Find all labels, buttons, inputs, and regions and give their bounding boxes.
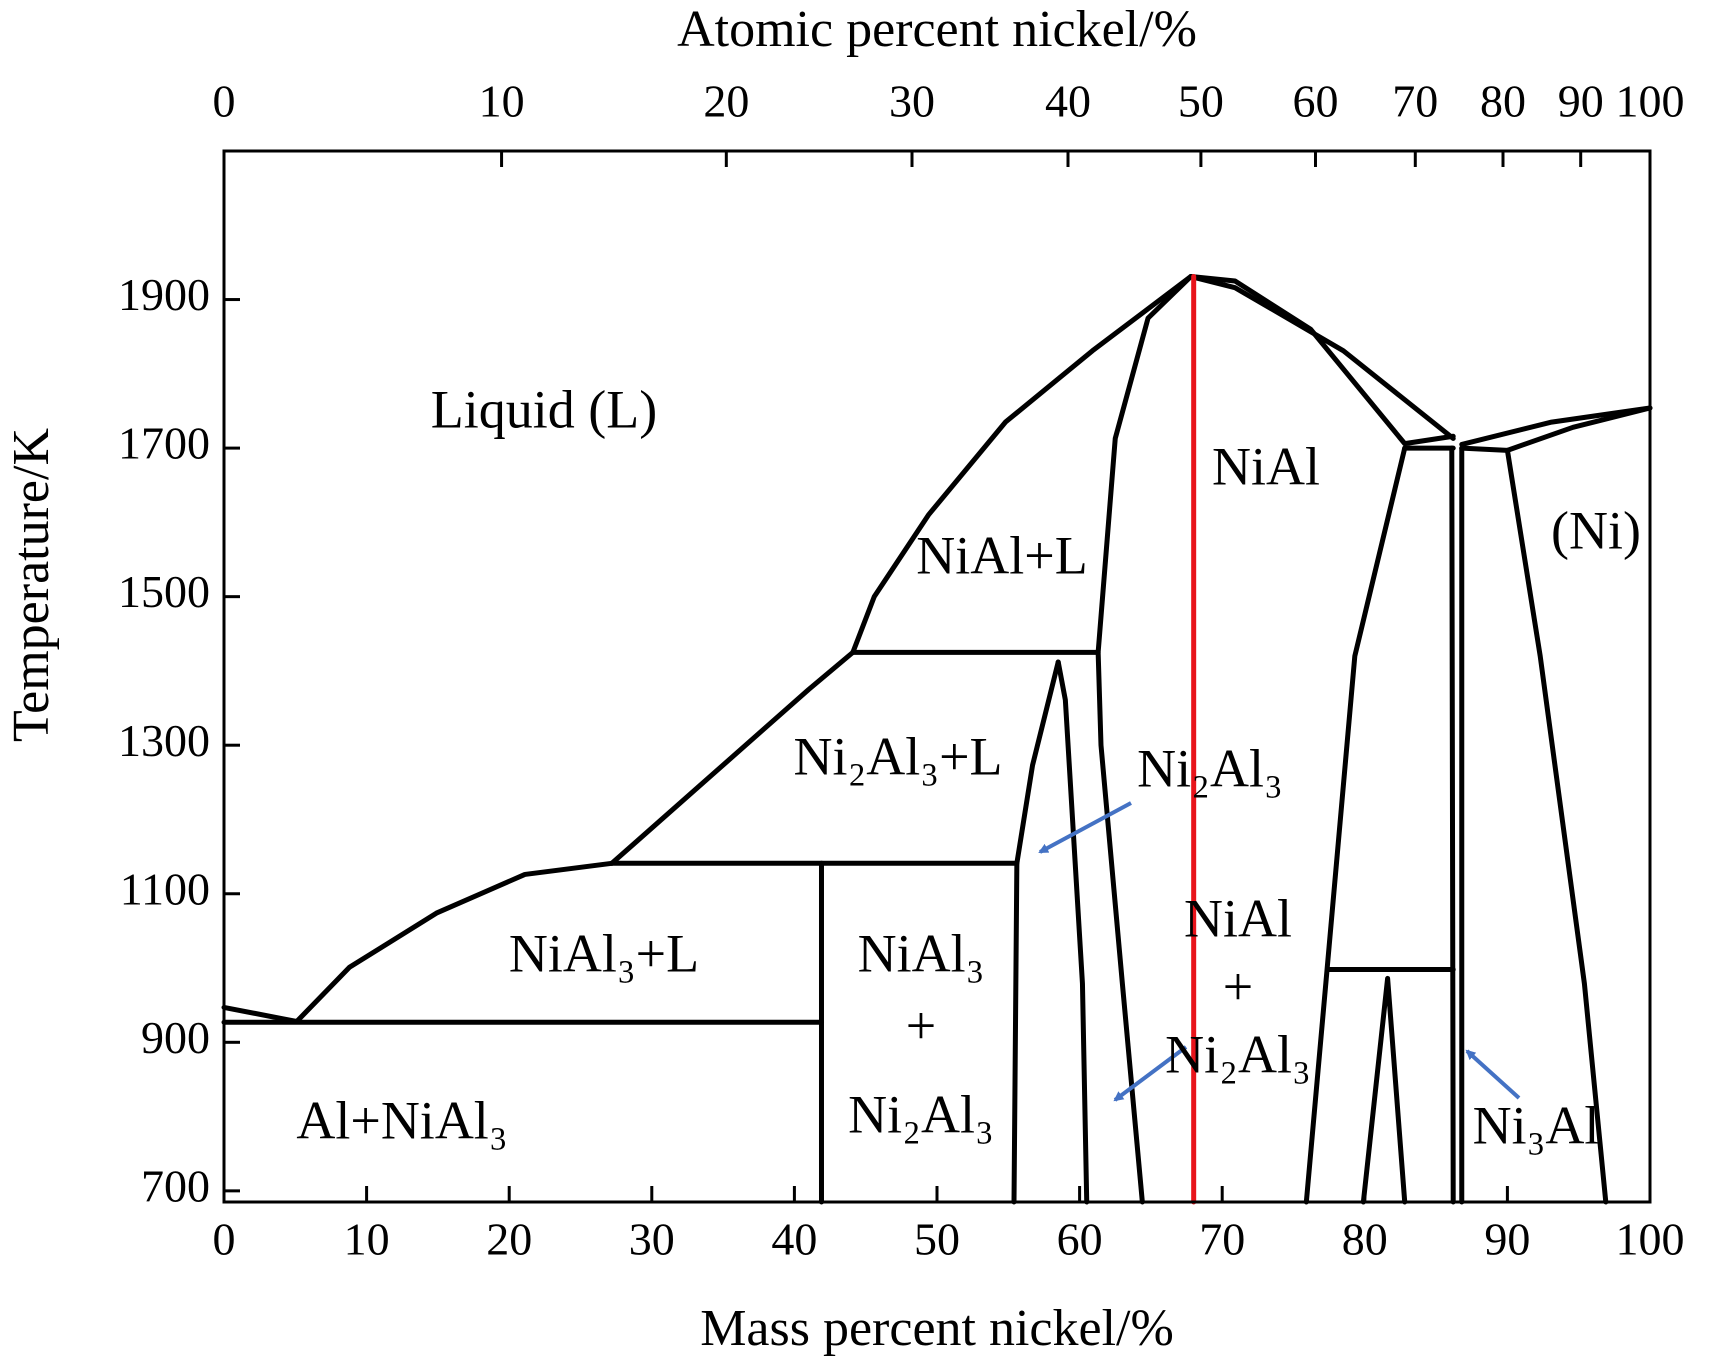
x2-tick-label: 80 [1480,76,1526,127]
x2-tick-label: 70 [1392,76,1438,127]
phase-label: NiAl [1184,888,1292,948]
x-tick-label: 60 [1057,1214,1103,1265]
x-tick-label: 20 [486,1214,532,1265]
phase-label: Al+NiAl₃ [296,1090,507,1150]
x-tick-label: 100 [1616,1214,1685,1265]
y-tick-label: 1900 [118,269,210,320]
phase-boundary [1459,405,1653,447]
x2-axis-title: Atomic percent nickel/% [677,1,1197,58]
x2-tick-label: 100 [1616,76,1685,127]
y-tick-label: 1700 [118,418,210,469]
phase-label: NiAl [1212,436,1320,496]
phase-boundary [1449,445,1456,1205]
phase-label: Ni₂Al₃ [1137,738,1283,798]
phase-boundary [1504,447,1609,1205]
arrow [1038,801,1132,854]
phase-label: Liquid (L) [431,379,657,439]
phase-boundary [221,1004,300,1025]
phase-label: + [1223,956,1253,1016]
phase-label: NiAl₃ [858,923,985,983]
y-tick-label: 900 [141,1012,210,1063]
x-tick-label: 80 [1342,1214,1388,1265]
x-tick-label: 0 [213,1214,236,1265]
y-tick-label: 1300 [118,715,210,766]
x2-tick-label: 50 [1178,76,1224,127]
x-tick-label: 90 [1484,1214,1530,1265]
x2-tick-label: 0 [213,76,236,127]
x-tick-label: 70 [1199,1214,1245,1265]
x-tick-label: 30 [629,1214,675,1265]
phase-label: + [906,995,936,1055]
x-tick-label: 10 [344,1214,390,1265]
phase-boundary [1011,659,1061,1205]
x2-tick-label: 60 [1292,76,1338,127]
y-tick-label: 1100 [120,863,210,914]
phase-label: (Ni) [1551,500,1641,560]
phase-boundary [1188,274,1456,447]
x2-tick-label: 30 [889,76,935,127]
phase-boundary [609,649,856,866]
x2-tick-label: 10 [479,76,525,127]
x-axis-title: Mass percent nickel/% [700,1300,1174,1357]
plot-frame [222,149,1652,1204]
phase-label: NiAl+L [916,525,1087,585]
y-tick-label: 700 [141,1160,210,1211]
phase-label: Ni₂Al₃ [1165,1024,1311,1084]
phase-label: Ni₃Al [1473,1095,1600,1155]
phase-boundary [1360,975,1408,1205]
phase-boundary [294,860,615,1025]
phase-boundary [1188,274,1456,441]
x-tick-label: 50 [914,1214,960,1265]
phase-boundary [1055,659,1090,1205]
phase-label: Ni₂Al₃+L [793,726,1002,786]
x-tick-label: 40 [771,1214,817,1265]
x2-tick-label: 90 [1558,76,1604,127]
arrow [1113,1045,1188,1102]
arrow [1465,1049,1521,1100]
phase-boundary [1095,274,1194,1205]
phase-label: Ni₂Al₃ [848,1084,994,1144]
phase-boundary [850,274,1194,655]
y-tick-label: 1500 [118,566,210,617]
x2-tick-label: 20 [703,76,749,127]
phase-boundary [1504,405,1653,453]
y-axis-title: Temperature/K [3,428,60,742]
phase-boundary [1459,445,1510,453]
phase-label: NiAl₃+L [509,923,699,983]
x2-tick-label: 40 [1045,76,1091,127]
phase-boundary [1303,445,1408,1205]
